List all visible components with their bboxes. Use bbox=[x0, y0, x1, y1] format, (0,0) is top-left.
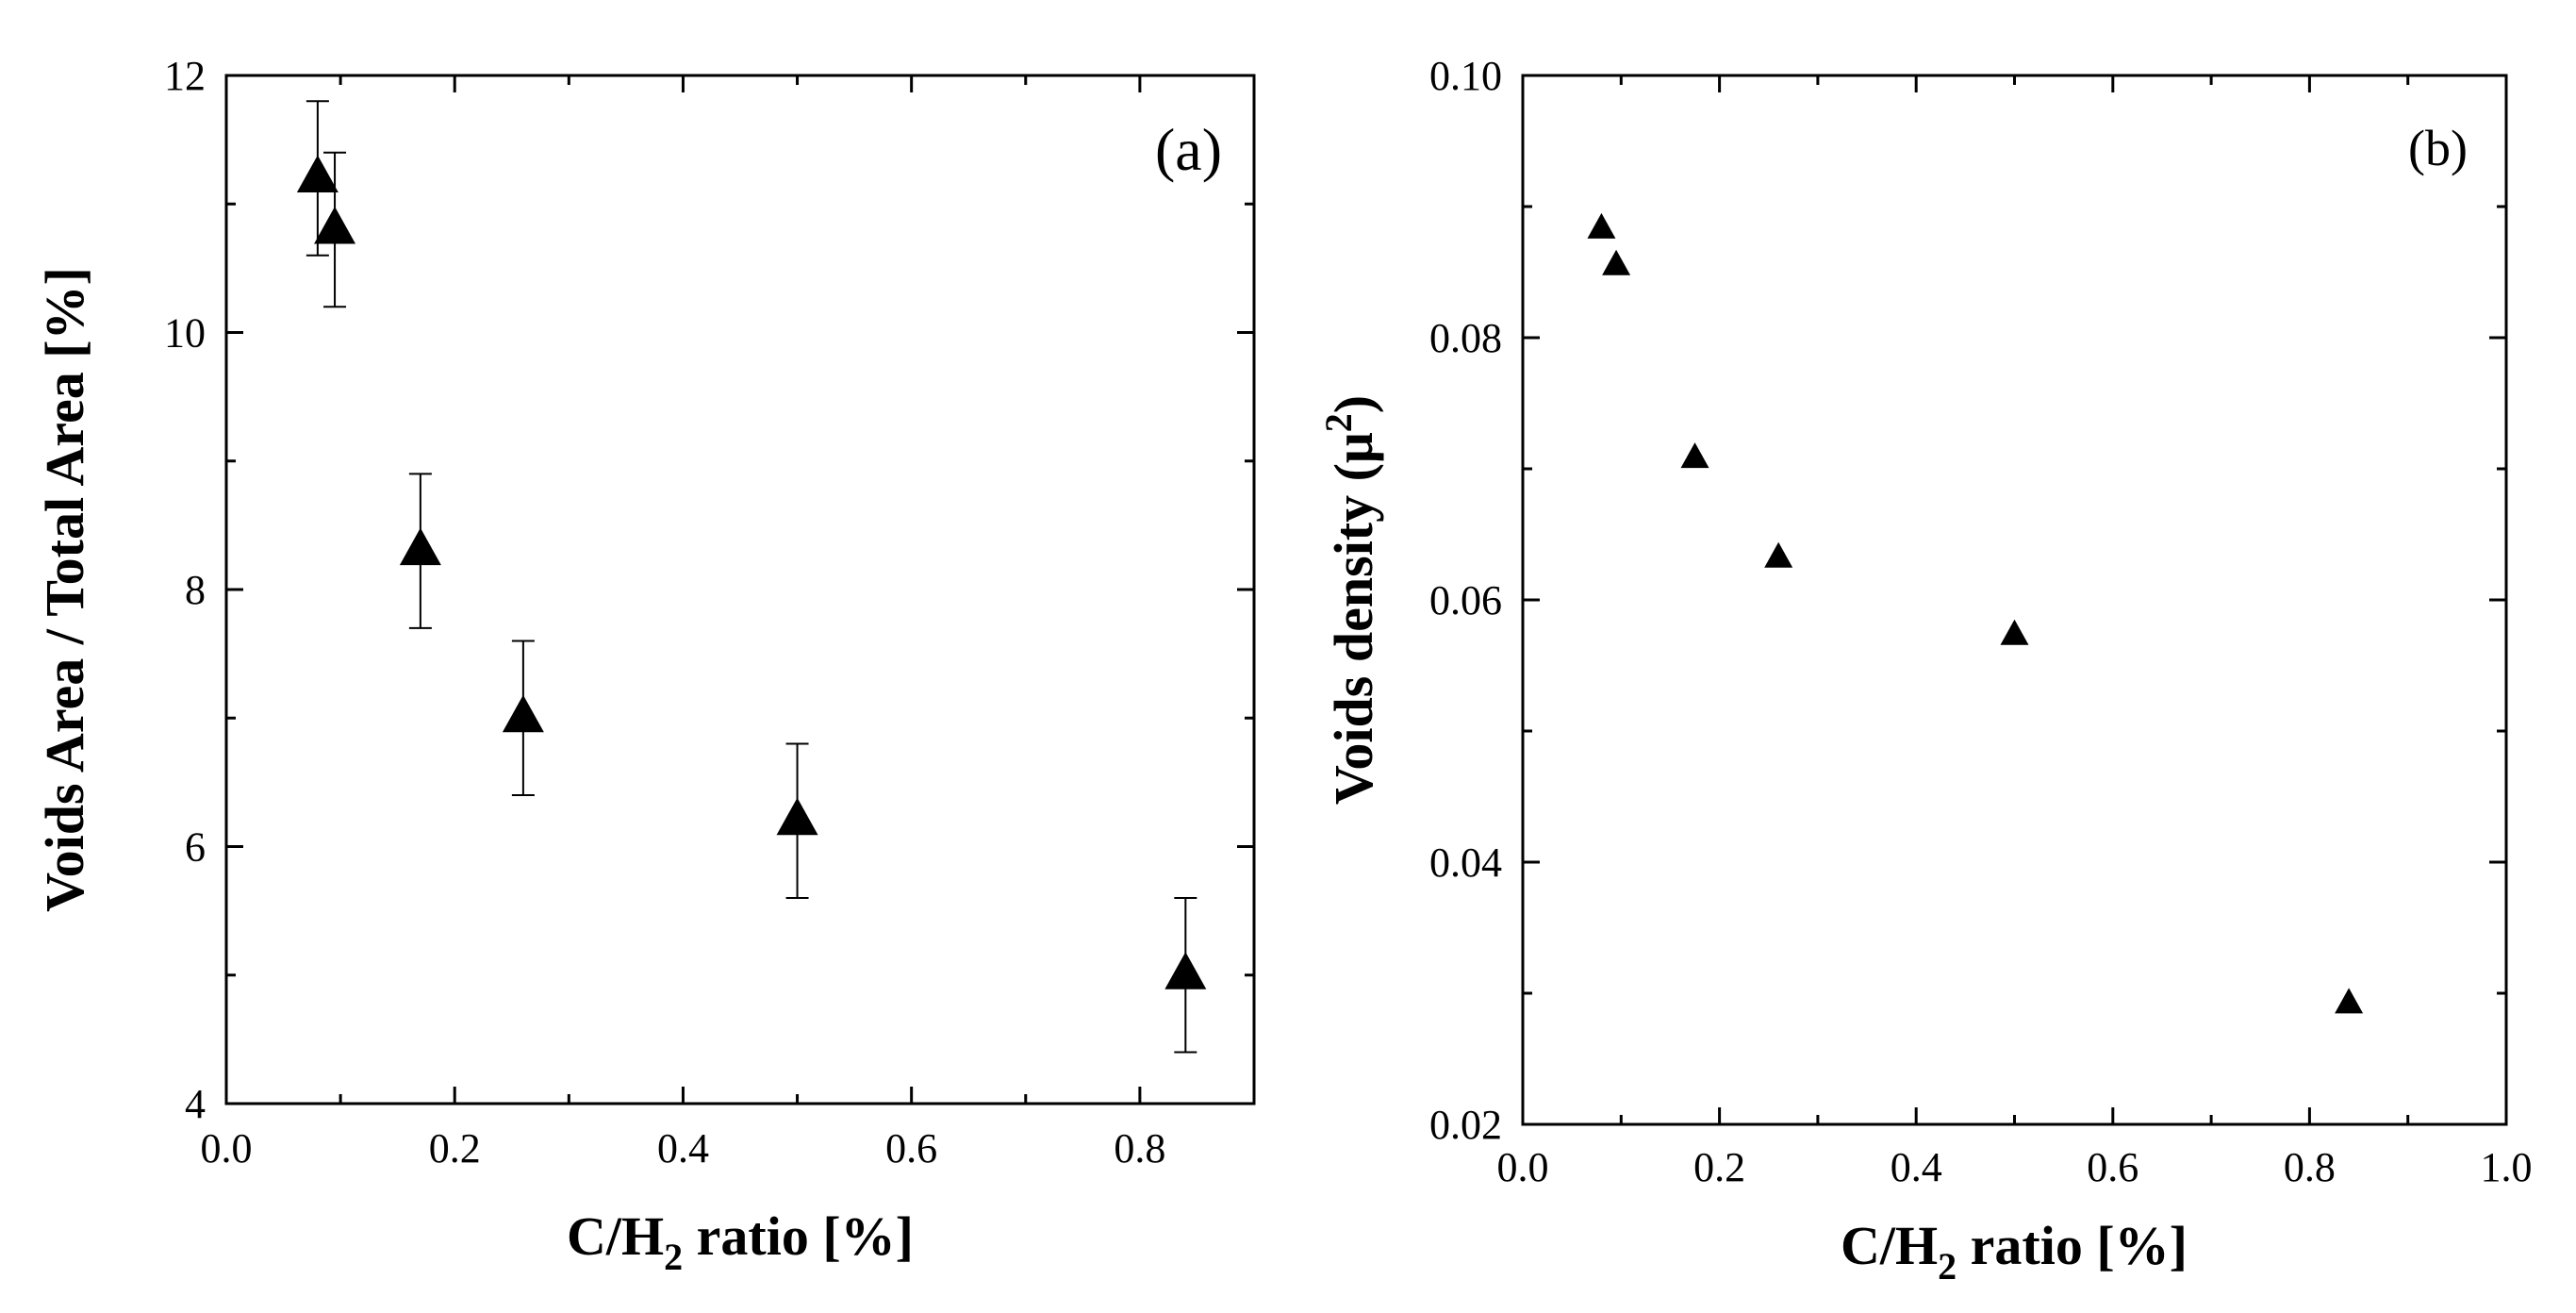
x-tick-label-a: 0.4 bbox=[657, 1125, 709, 1172]
panel-label-a: (a) bbox=[1155, 116, 1222, 183]
data-point-a bbox=[399, 527, 441, 566]
data-point-a bbox=[502, 694, 544, 733]
y-axis-title-b-main: Voids density (μ bbox=[1323, 432, 1384, 805]
data-point-a bbox=[296, 155, 339, 193]
y-tick-label-a: 6 bbox=[185, 824, 206, 871]
x-tick-label-a: 0.8 bbox=[1114, 1125, 1165, 1172]
data-point-b bbox=[2335, 988, 2364, 1014]
x-axis-title-a-sub: 2 bbox=[664, 1236, 683, 1278]
data-point-b bbox=[1587, 212, 1616, 239]
y-axis-title-b: Voids density (μ2) bbox=[1317, 395, 1384, 805]
x-tick-label-b: 0.2 bbox=[1693, 1144, 1745, 1190]
data-point-b bbox=[1602, 249, 1631, 275]
y-tick-label-b: 0.04 bbox=[1429, 839, 1502, 886]
x-axis-title-a-rest: ratio [%] bbox=[683, 1205, 914, 1267]
data-point-a bbox=[776, 797, 818, 836]
x-tick-label-b: 0.0 bbox=[1497, 1144, 1549, 1190]
y-tick-label-b: 0.06 bbox=[1429, 577, 1502, 623]
y-tick-label-a: 10 bbox=[164, 310, 206, 357]
y-tick-label-a: 12 bbox=[164, 53, 206, 99]
tick-group-b: 0.0 0.2 0.4 0.6 0.8 1.0 0.02 0.04 0.06 0.08 0.10 bbox=[1429, 53, 2533, 1190]
x-axis-title-a: C/H2 ratio [%] bbox=[567, 1205, 914, 1278]
x-axis-title-a-main: C/H bbox=[567, 1205, 664, 1267]
y-tick-label-a: 8 bbox=[185, 567, 206, 613]
marker-group-a bbox=[296, 155, 1207, 989]
data-point-a bbox=[1164, 952, 1207, 989]
x-axis-title-b: C/H2 ratio [%] bbox=[1841, 1215, 2188, 1288]
x-axis-title-b-main: C/H bbox=[1841, 1215, 1938, 1276]
y-tick-label-b: 0.02 bbox=[1429, 1102, 1502, 1148]
y-axis-title-a: Voids Area / Total Area [%] bbox=[34, 267, 95, 912]
y-axis-title-b-sup: 2 bbox=[1317, 413, 1360, 432]
x-tick-label-b: 1.0 bbox=[2481, 1144, 2533, 1190]
y-tick-label-b: 0.10 bbox=[1429, 53, 1502, 99]
x-axis-title-b-sub: 2 bbox=[1938, 1245, 1957, 1288]
data-point-b bbox=[2000, 619, 2029, 645]
data-point-a bbox=[314, 206, 356, 244]
x-tick-label-a: 0.2 bbox=[429, 1125, 481, 1172]
marker-group-b bbox=[1587, 212, 2364, 1014]
x-axis-title-b-rest: ratio [%] bbox=[1957, 1215, 2188, 1276]
y-axis-title-b-rest: ) bbox=[1323, 395, 1384, 413]
x-tick-label-a: 0.6 bbox=[885, 1125, 937, 1172]
panel-label-b: (b) bbox=[2408, 120, 2468, 176]
data-point-b bbox=[1680, 442, 1709, 469]
x-tick-label-b: 0.8 bbox=[2284, 1144, 2336, 1190]
panel-b: 0.0 0.2 0.4 0.6 0.8 1.0 0.02 0.04 0.06 0.08 0.10 (… bbox=[1317, 53, 2533, 1288]
data-point-b bbox=[1764, 541, 1793, 568]
y-tick-label-b: 0.08 bbox=[1429, 315, 1502, 361]
tick-group-a: 0.0 0.2 0.4 0.6 0.8 4 6 8 10 12 bbox=[164, 53, 1256, 1172]
plot-frame-b bbox=[1521, 74, 2508, 1126]
x-tick-label-a: 0.0 bbox=[201, 1125, 253, 1172]
x-tick-label-b: 0.4 bbox=[1891, 1144, 1942, 1190]
plot-frame-a bbox=[224, 74, 1256, 1105]
y-tick-label-a: 4 bbox=[185, 1081, 206, 1127]
panel-a: 0.0 0.2 0.4 0.6 0.8 4 6 8 10 12 (a) C/H2 ratio [%… bbox=[34, 53, 1256, 1278]
x-tick-label-b: 0.6 bbox=[2087, 1144, 2138, 1190]
error-bar-group-a bbox=[305, 100, 1197, 1054]
